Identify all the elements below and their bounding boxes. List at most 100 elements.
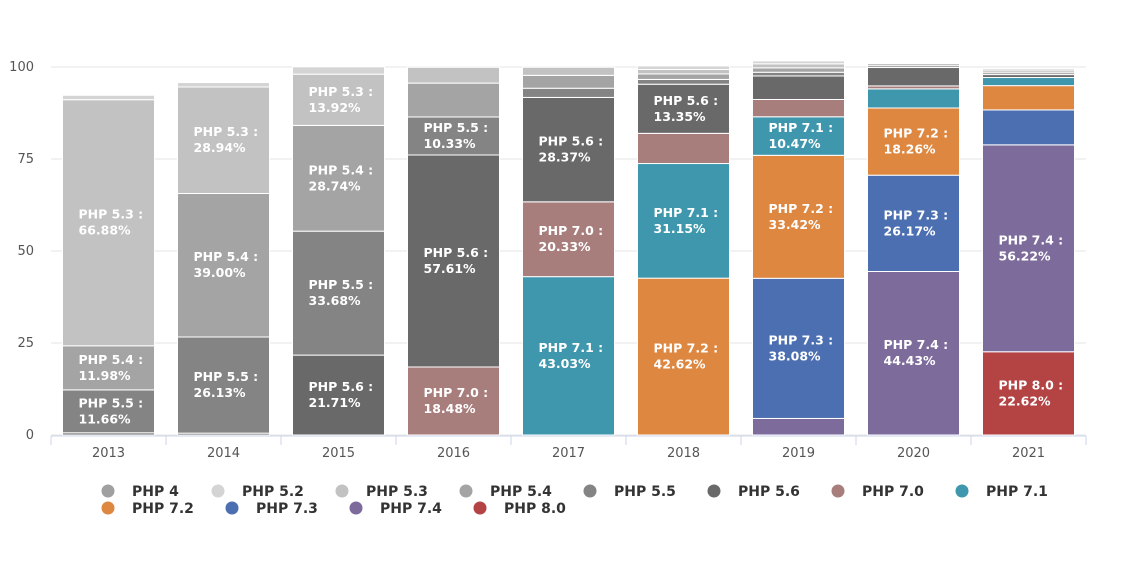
- bar-2021-php-7-3[interactable]: [982, 109, 1075, 146]
- data-label-2013-php-5-5: PHP 5.5 :11.66%: [79, 395, 144, 426]
- data-label-2015-php-5-4: PHP 5.4 :28.74%: [309, 162, 374, 193]
- data-label-2018-php-7-2: PHP 7.2 :42.62%: [654, 341, 719, 372]
- bar-2016-php-5-6[interactable]: [407, 154, 500, 368]
- legend-swatch-php-7-3: [225, 501, 239, 515]
- bar-2015-php-5-4[interactable]: [292, 124, 385, 232]
- legend-item-php-7-2[interactable]: PHP 7.2: [101, 501, 194, 517]
- legend-swatch-php-5-4: [459, 484, 473, 498]
- bar-2021-php-5-3[interactable]: [982, 68, 1075, 72]
- bar-2015-php-5-2[interactable]: [292, 66, 385, 75]
- data-label-2013-php-5-3: PHP 5.3 :66.88%: [79, 207, 144, 238]
- bar-2018-php-5-3[interactable]: [637, 69, 730, 75]
- data-label-2015-php-5-3: PHP 5.3 :13.92%: [309, 84, 374, 115]
- legend-label-php-5-3: PHP 5.3: [366, 484, 428, 500]
- bar-2018-php-7-0[interactable]: [637, 132, 730, 165]
- bar-2019-php-5-6[interactable]: [752, 75, 845, 100]
- bar-2019-php-7-4[interactable]: [752, 417, 845, 436]
- legend-swatch-php-5-5: [583, 484, 597, 498]
- legend-item-php-7-1[interactable]: PHP 7.1: [955, 484, 1048, 500]
- bar-2018-php-7-2[interactable]: [637, 277, 730, 436]
- bar-2019-php-4[interactable]: [752, 59, 845, 62]
- bar-2019-php-5-3[interactable]: [752, 63, 845, 69]
- bar-2013-php-5-3[interactable]: [62, 99, 155, 347]
- legend-item-php-7-4[interactable]: PHP 7.4: [349, 501, 443, 517]
- legend-swatch-php-7-2: [101, 501, 115, 515]
- data-label-2019-php-7-3: PHP 7.3 :38.08%: [769, 332, 834, 363]
- bar-2020-php-5-4[interactable]: [867, 63, 960, 67]
- legend-item-php-5-5[interactable]: PHP 5.5: [583, 484, 676, 500]
- legend-swatch-php-4: [101, 484, 115, 498]
- bar-2021-php-7-2[interactable]: [982, 85, 1075, 111]
- bar-2021-php-7-4[interactable]: [982, 144, 1075, 353]
- legend-swatch-php-7-0: [831, 484, 845, 498]
- bar-2014-php-5-4[interactable]: [177, 192, 270, 338]
- legend-swatch-php-5-3: [335, 484, 349, 498]
- legend-label-php-8-0: PHP 8.0: [504, 501, 566, 517]
- bar-2015-php-5-6[interactable]: [292, 354, 385, 436]
- data-label-2013-php-5-4: PHP 5.4 :11.98%: [79, 352, 144, 383]
- x-tick-label-2021: 2021: [1012, 446, 1045, 461]
- bar-2017-php-7-0[interactable]: [522, 201, 615, 278]
- legend-label-php-7-0: PHP 7.0: [862, 484, 924, 500]
- legend-item-php-7-0[interactable]: PHP 7.0: [831, 484, 925, 500]
- legend-item-php-5-3[interactable]: PHP 5.3: [335, 484, 428, 500]
- bar-2018-php-5-5[interactable]: [637, 78, 730, 85]
- bar-2016-php-5-5[interactable]: [407, 116, 500, 156]
- bar-2015-php-5-3[interactable]: [292, 73, 385, 126]
- bar-2017-php-5-5[interactable]: [522, 87, 615, 98]
- bar-2018-php-4[interactable]: [637, 64, 730, 67]
- bar-2020-php-5-6[interactable]: [867, 67, 960, 87]
- bar-2020-php-7-2[interactable]: [867, 107, 960, 176]
- legend-item-php-4[interactable]: PHP 4: [101, 484, 180, 500]
- data-label-2021-php-8-0: PHP 8.0 :22.62%: [999, 377, 1064, 408]
- legend-item-php-8-0[interactable]: PHP 8.0: [473, 501, 567, 517]
- bar-2017-php-5-6[interactable]: [522, 96, 615, 203]
- data-labels: PHP 5.3 :66.88% PHP 5.4 :11.98% PHP 5.5 :1…: [79, 84, 1064, 427]
- bar-2016-php-7-0[interactable]: [407, 366, 500, 436]
- bar-2018-php-5-6[interactable]: [637, 83, 730, 134]
- bar-2016-php-5-3[interactable]: [407, 66, 500, 84]
- bar-2018-php-7-1[interactable]: [637, 163, 730, 279]
- legend-item-php-7-3[interactable]: PHP 7.3: [225, 501, 318, 517]
- legend-label-php-5-4: PHP 5.4: [490, 484, 552, 500]
- bar-2015-php-5-5[interactable]: [292, 230, 385, 356]
- legend-item-php-5-6[interactable]: PHP 5.6: [707, 484, 800, 500]
- legend-swatch-php-7-4: [349, 501, 363, 515]
- data-label-2019-php-7-1: PHP 7.1 :10.47%: [769, 120, 834, 151]
- bar-2016-php-5-4[interactable]: [407, 82, 500, 118]
- bar-2014-php-5-3[interactable]: [177, 86, 270, 194]
- bar-2021-php-8-0[interactable]: [982, 351, 1075, 436]
- legend-item-php-5-4[interactable]: PHP 5.4: [459, 484, 553, 500]
- bar-2017-php-7-1[interactable]: [522, 276, 615, 436]
- bar-2019-php-7-2[interactable]: [752, 154, 845, 279]
- bar-2020-php-7-1[interactable]: [867, 88, 960, 109]
- data-label-2017-php-5-6: PHP 5.6 :28.37%: [539, 134, 604, 165]
- bar-2020-php-7-4[interactable]: [867, 270, 960, 436]
- x-tick-label-2014: 2014: [207, 446, 240, 461]
- bar-2019-php-7-0[interactable]: [752, 98, 845, 118]
- bar-2018-php-5-4[interactable]: [637, 73, 730, 80]
- bar-2018-php-5-2[interactable]: [637, 65, 730, 71]
- bar-2014-php-5-5[interactable]: [177, 336, 270, 434]
- bar-2013-php-5-5[interactable]: [62, 389, 155, 434]
- legend-label-php-7-4: PHP 7.4: [380, 501, 442, 517]
- bar-2020-php-7-3[interactable]: [867, 174, 960, 272]
- data-label-2016-php-5-5: PHP 5.5 :10.33%: [424, 120, 489, 151]
- bar-2013-php-5-2[interactable]: [62, 94, 155, 101]
- data-label-2018-php-7-1: PHP 7.1 :31.15%: [654, 205, 719, 236]
- bar-2019-php-7-3[interactable]: [752, 277, 845, 419]
- bar-2019-php-5-5[interactable]: [752, 71, 845, 77]
- bar-2017-php-5-3[interactable]: [522, 66, 615, 76]
- bar-2017-php-5-4[interactable]: [522, 74, 615, 89]
- data-label-2021-php-7-4: PHP 7.4 :56.22%: [999, 232, 1064, 263]
- bar-2019-php-7-1[interactable]: [752, 116, 845, 156]
- bar-2021-php-7-1[interactable]: [982, 77, 1075, 87]
- legend-label-php-7-3: PHP 7.3: [256, 501, 318, 517]
- bar-2019-php-5-4[interactable]: [752, 67, 845, 73]
- data-label-2016-php-5-6: PHP 5.6 :57.61%: [424, 245, 489, 276]
- legend-item-php-5-2[interactable]: PHP 5.2: [211, 484, 304, 500]
- bar-2014-php-5-2[interactable]: [177, 82, 270, 88]
- legend-label-php-5-5: PHP 5.5: [614, 484, 676, 500]
- bar-2013-php-5-4[interactable]: [62, 345, 155, 391]
- x-tick-label-2015: 2015: [322, 446, 355, 461]
